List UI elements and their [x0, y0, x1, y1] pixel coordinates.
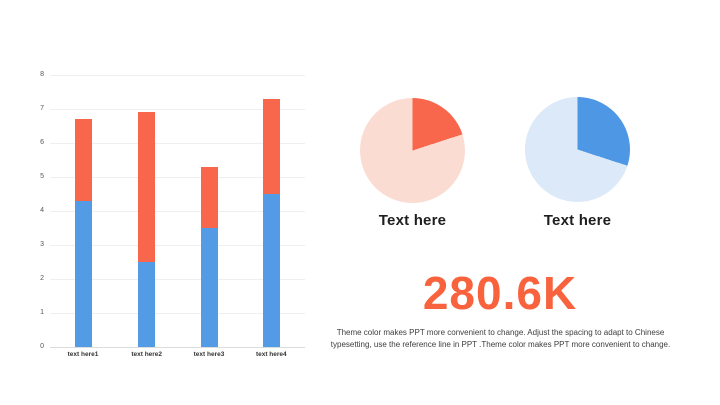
bar-1-blue-segment	[74, 200, 92, 347]
pie-orange-label: Text here	[378, 212, 447, 229]
bar-2-orange-segment	[138, 112, 156, 262]
y-tick-label: 1	[40, 309, 44, 316]
bar-4-blue-segment	[262, 194, 280, 347]
y-tick-label: 5	[40, 173, 44, 180]
description: Theme color makes PPT more convenient to…	[313, 327, 688, 350]
y-tick-label: 8	[40, 71, 44, 78]
bar-4	[262, 98, 280, 347]
y-tick-label: 3	[40, 241, 44, 248]
bar-3-blue-segment	[200, 228, 218, 347]
x-category-label: text here4	[255, 351, 287, 358]
y-tick-label: 4	[40, 207, 44, 214]
y-tick-label: 7	[40, 105, 44, 112]
x-axis-line	[50, 347, 305, 348]
bar-1	[74, 119, 92, 347]
gridline	[50, 211, 305, 212]
gridline	[50, 75, 305, 76]
gridline	[50, 177, 305, 178]
description-line-1: Theme color makes PPT more convenient to…	[336, 328, 665, 337]
gridline	[50, 109, 305, 110]
gridline	[50, 143, 305, 144]
description-line-2: typesetting, use the reference line in P…	[330, 339, 671, 349]
pie-blue-label: Text here	[543, 212, 612, 229]
bar-2-blue-segment	[138, 262, 156, 347]
stat-value: 280.6K	[422, 267, 578, 319]
bar-3	[200, 166, 218, 347]
y-tick-label: 0	[40, 343, 44, 350]
pie-chart-orange	[360, 98, 465, 203]
x-category-label: text here3	[193, 351, 225, 358]
bar-4-orange-segment	[262, 98, 280, 194]
bar-3-orange-segment	[200, 166, 218, 228]
y-tick-label: 2	[40, 275, 44, 282]
gridline	[50, 313, 305, 314]
stacked-bar-chart: 0 1 2 3 4 5 6 7 8 text here1 text here2 text here3 t…	[0, 0, 330, 380]
gridline	[50, 245, 305, 246]
pie-chart-blue	[525, 97, 630, 202]
bar-2	[138, 112, 156, 347]
x-category-label: text here2	[131, 351, 163, 358]
bar-1-orange-segment	[74, 119, 92, 201]
gridline	[50, 279, 305, 280]
x-category-label: text here1	[67, 351, 99, 358]
bar-chart-plot-area: 0 1 2 3 4 5 6 7 8 text here1 text here2 text here3 t…	[40, 71, 305, 358]
y-tick-label: 6	[40, 139, 44, 146]
